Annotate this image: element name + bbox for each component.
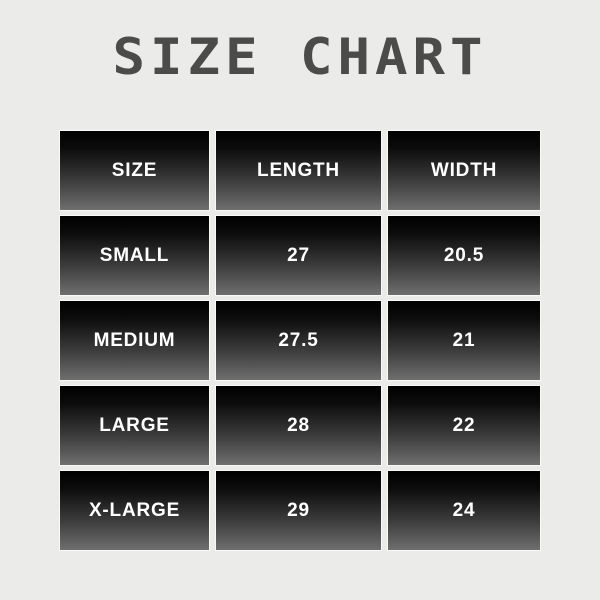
column-header-length: LENGTH xyxy=(216,131,381,210)
size-chart-table: SIZE LENGTH WIDTH SMALL 27 20.5 MEDIUM 2… xyxy=(60,131,540,550)
cell-small-width: 20.5 xyxy=(388,216,540,295)
cell-large-width: 22 xyxy=(388,386,540,465)
cell-small-size: SMALL xyxy=(60,216,209,295)
cell-xlarge-width: 24 xyxy=(388,471,540,550)
column-header-width: WIDTH xyxy=(388,131,540,210)
cell-large-size: LARGE xyxy=(60,386,209,465)
cell-xlarge-size: X-LARGE xyxy=(60,471,209,550)
cell-medium-size: MEDIUM xyxy=(60,301,209,380)
cell-medium-length: 27.5 xyxy=(216,301,381,380)
cell-medium-width: 21 xyxy=(388,301,540,380)
cell-xlarge-length: 29 xyxy=(216,471,381,550)
cell-small-length: 27 xyxy=(216,216,381,295)
page-title: SIZE CHART xyxy=(112,28,488,86)
column-header-size: SIZE xyxy=(60,131,209,210)
cell-large-length: 28 xyxy=(216,386,381,465)
